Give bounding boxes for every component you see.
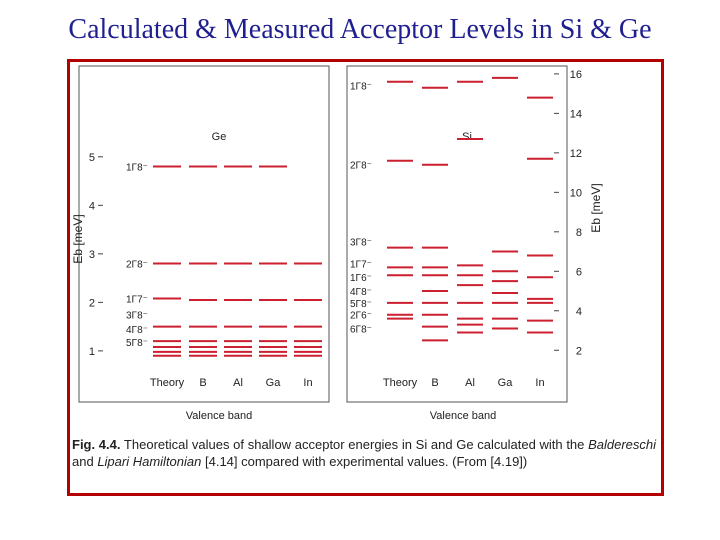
- column-label: In: [303, 377, 312, 389]
- caption-mid: and: [72, 454, 98, 469]
- caption-author2: Lipari Hamiltonian: [97, 454, 202, 469]
- tick-label: 16: [570, 69, 582, 81]
- state-label: 5Γ8⁻: [350, 299, 372, 310]
- state-label: 1Γ8⁻: [350, 82, 372, 93]
- column-label: Al: [465, 377, 475, 389]
- y-axis-label: Eb [meV]: [589, 183, 603, 232]
- x-axis-label: Valence band: [186, 410, 252, 422]
- si-chart: Si 2 4 6 8 10 12 14 16 Eb [meV] 1Γ8⁻ 2Γ8⁻ 3Γ8⁻ 1Γ7⁻ 1Γ…: [350, 69, 603, 422]
- material-title: Ge: [212, 131, 227, 143]
- state-label: 3Γ8⁻: [350, 238, 372, 249]
- tick-label: 2: [89, 297, 95, 309]
- tick-label: 2: [576, 345, 582, 357]
- ge-chart: Ge 1 2 3 4 5 Eb [meV] 1Γ8⁻ 2Γ8⁻ 1Γ7⁻ 3Γ8⁻ 4Γ8⁻ 5Γ8⁻ T…: [71, 131, 322, 422]
- tick-label: 8: [576, 227, 582, 239]
- figure-frame: [67, 59, 664, 496]
- figure-caption: Fig. 4.4. Theoretical values of shallow …: [72, 436, 656, 470]
- tick-label: 12: [570, 148, 582, 160]
- column-label: B: [199, 377, 206, 389]
- state-label: 1Γ7⁻: [126, 294, 148, 305]
- y-axis-label: Eb [meV]: [71, 214, 85, 263]
- column-label: Al: [233, 377, 243, 389]
- tick-label: 4: [89, 200, 95, 212]
- state-label: 2Γ8⁻: [126, 260, 148, 271]
- state-label: 1Γ8⁻: [126, 163, 148, 174]
- state-label: 5Γ8⁻: [126, 338, 148, 349]
- state-label: 4Γ8⁻: [126, 325, 148, 336]
- material-title: Si: [462, 131, 472, 143]
- column-label: B: [431, 377, 438, 389]
- tick-label: 1: [89, 346, 95, 358]
- column-label: Ga: [498, 377, 514, 389]
- state-label: 6Γ8⁻: [350, 325, 372, 336]
- tick-label: 6: [576, 266, 582, 278]
- x-axis-label: Valence band: [430, 410, 496, 422]
- column-label: In: [535, 377, 544, 389]
- column-label: Theory: [383, 377, 418, 389]
- caption-part1: Theoretical values of shallow acceptor e…: [120, 437, 589, 452]
- column-label: Theory: [150, 377, 185, 389]
- state-label: 2Γ6⁻: [350, 311, 372, 322]
- tick-label: 5: [89, 152, 95, 164]
- state-label: 4Γ8⁻: [350, 287, 372, 298]
- column-label: Ga: [266, 377, 282, 389]
- caption-label: Fig. 4.4.: [72, 437, 121, 452]
- state-label: 1Γ7⁻: [350, 259, 372, 270]
- ge-panel: [78, 65, 330, 403]
- state-label: 3Γ8⁻: [126, 311, 148, 322]
- state-label: 1Γ6⁻: [350, 273, 372, 284]
- tick-label: 3: [89, 249, 95, 261]
- tick-label: 4: [576, 306, 582, 318]
- caption-author1: Baldereschi: [588, 437, 657, 452]
- si-panel: [346, 65, 568, 403]
- state-label: 2Γ8⁻: [350, 161, 372, 172]
- slide-title: Calculated & Measured Acceptor Levels in…: [68, 14, 652, 45]
- tick-label: 14: [570, 108, 582, 120]
- tick-label: 10: [570, 187, 582, 199]
- caption-part2: [4.14] compared with experimental values…: [201, 454, 528, 469]
